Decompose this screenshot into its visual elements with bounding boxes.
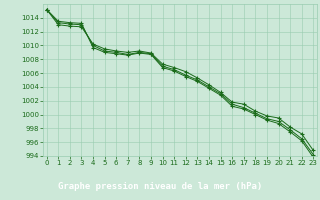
Text: Graphe pression niveau de la mer (hPa): Graphe pression niveau de la mer (hPa) [58, 182, 262, 191]
